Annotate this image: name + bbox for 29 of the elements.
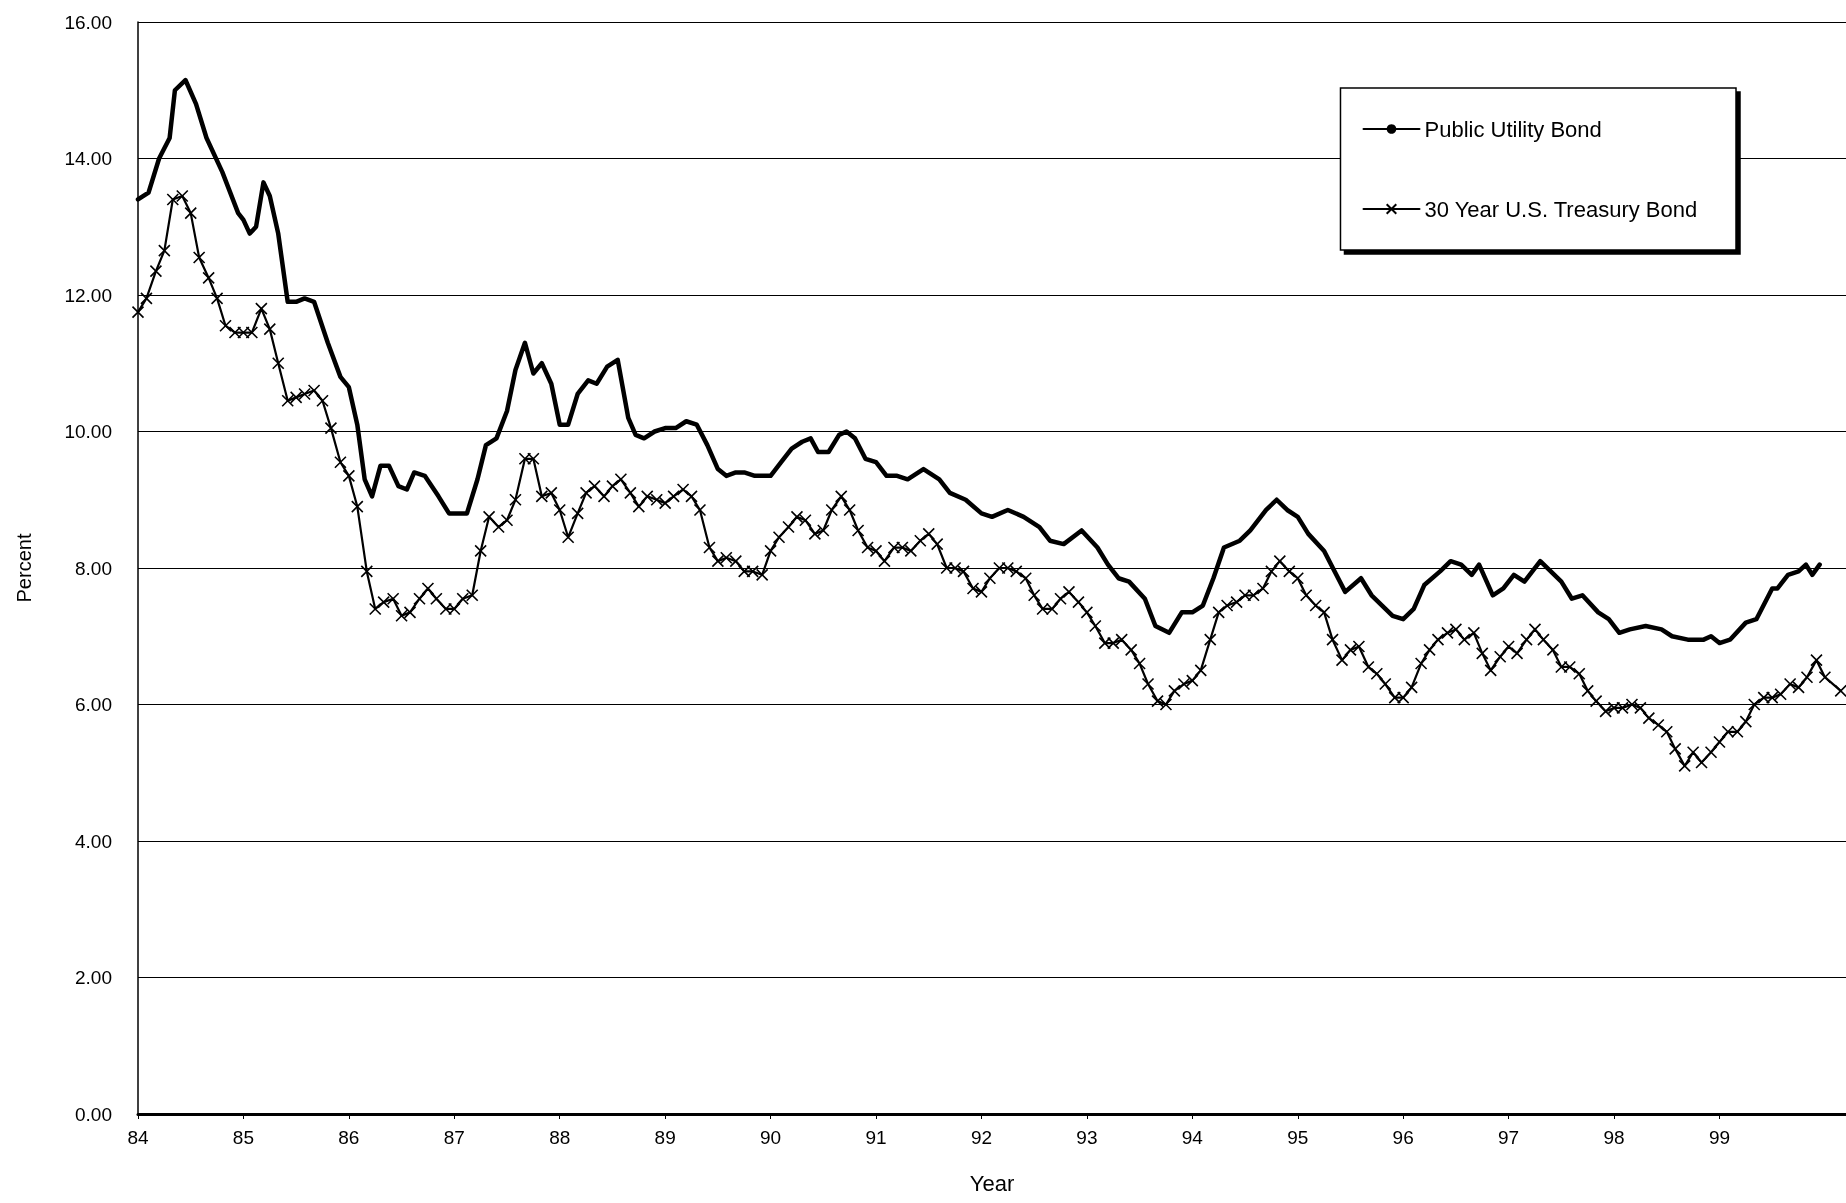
x-tick-label: 84 [127,1127,149,1148]
x-tick-label: 86 [338,1127,360,1148]
legend-label: 30 Year U.S. Treasury Bond [1424,196,1698,222]
y-tick-label: 16.00 [64,11,112,33]
y-tick-label: 10.00 [64,421,112,442]
y-tick-label: 12.00 [64,284,112,306]
y-tick-label: 8.00 [75,557,112,579]
x-tick-label: 85 [232,1127,254,1148]
legend-label: Public Utility Bond [1424,116,1602,142]
x-tick-label: 90 [760,1127,782,1148]
y-axis-title: Percent [13,533,35,603]
x-tick-label: 93 [1076,1127,1098,1148]
x-axis-title: Year [969,1170,1015,1196]
x-tick-label: 99 [1708,1127,1731,1148]
x-tick-label: 88 [549,1127,571,1148]
x-tick-label: 94 [1181,1127,1204,1148]
y-tick-label: 6.00 [75,694,112,715]
x-tick-label: 92 [970,1127,993,1148]
y-tick-label: 0.00 [75,1103,112,1125]
x-tick-label: 97 [1498,1127,1520,1148]
x-tick-label: 89 [654,1127,676,1148]
x-tick-label: 96 [1392,1127,1414,1148]
y-tick-label: 4.00 [75,830,112,852]
x-tick-label: 98 [1603,1127,1625,1148]
x-tick-label: 95 [1287,1127,1309,1148]
y-tick-label: 2.00 [75,967,112,988]
x-tick-label: 87 [443,1127,465,1148]
x-tick-label: 91 [865,1127,887,1148]
y-tick-label: 14.00 [64,148,112,169]
